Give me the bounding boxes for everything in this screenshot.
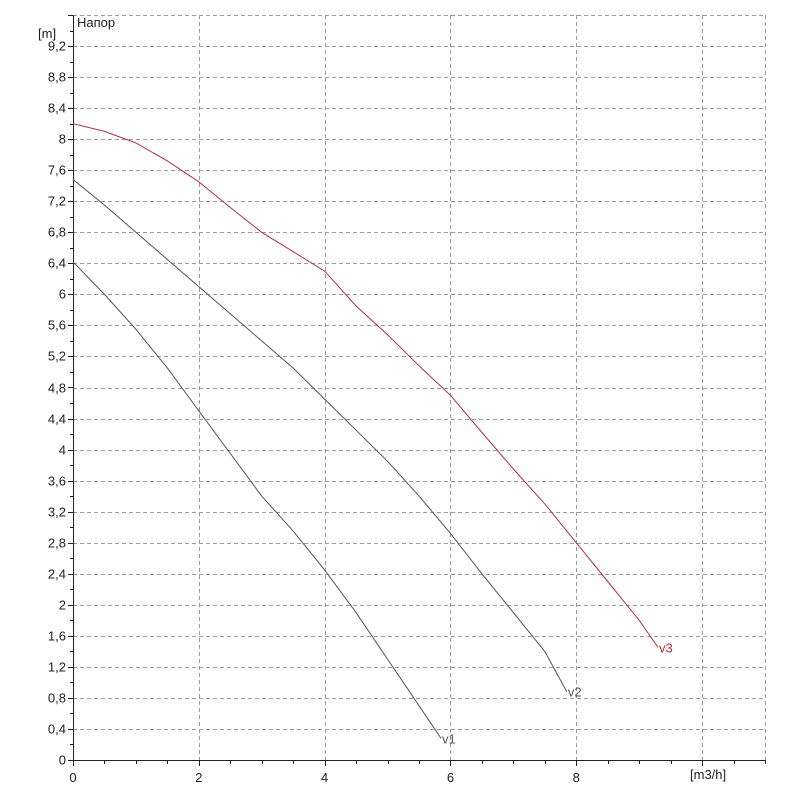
y-tick-label: 4	[59, 443, 66, 458]
y-tick-label: 3,2	[48, 505, 66, 520]
y-tick-label: 2,8	[48, 536, 66, 551]
y-tick-label: 2	[59, 598, 66, 613]
y-tick-label: 6,8	[48, 225, 66, 240]
chart-title: Напор	[77, 15, 115, 30]
x-tick-label: 4	[321, 770, 328, 785]
y-tick-label: 3,6	[48, 474, 66, 489]
y-tick-label: 2,4	[48, 567, 66, 582]
y-tick-label: 6,4	[48, 256, 66, 271]
y-axis-label: [m]	[38, 26, 56, 41]
axes	[68, 15, 766, 766]
x-tick-label: 8	[573, 770, 580, 785]
grid-lines	[73, 15, 766, 760]
x-tick-label: 0	[69, 770, 76, 785]
y-tick-label: 5,2	[48, 349, 66, 364]
series-line-v1	[72, 261, 442, 739]
y-tick-label: 1,2	[48, 660, 66, 675]
y-tick-label: 0,8	[48, 691, 66, 706]
y-tick-label: 9,2	[48, 39, 66, 54]
y-tick-label: 8,4	[48, 101, 66, 116]
y-tick-label: 8	[59, 132, 66, 147]
y-tick-label: 7,6	[48, 163, 66, 178]
y-tick-label: 6	[59, 287, 66, 302]
y-tick-label: 7,2	[48, 194, 66, 209]
x-tick-label: 2	[195, 770, 202, 785]
series-label-v3: v3	[659, 640, 673, 655]
y-tick-label: 8,8	[48, 70, 66, 85]
y-tick-label: 5,6	[48, 318, 66, 333]
series-label-v1: v1	[442, 731, 456, 746]
tick-labels: 0 0,4 0,8 1,2 1,6 2 2,4 2,8 3,2 3,6 4 4,4 4,8 5,2 5,6 6…	[48, 39, 580, 786]
series-lines: v1 v2 v3	[72, 123, 673, 746]
series-label-v2: v2	[568, 685, 582, 700]
y-tick-label: 4,4	[48, 412, 66, 427]
x-axis-label: [m3/h]	[690, 767, 726, 782]
y-tick-label: 4,8	[48, 381, 66, 396]
y-tick-label: 1,6	[48, 629, 66, 644]
series-line-v3	[72, 123, 659, 648]
series-line-v2	[72, 179, 568, 692]
x-tick-label: 6	[447, 770, 454, 785]
y-tick-label: 0	[59, 753, 66, 768]
y-tick-label: 0,4	[48, 722, 66, 737]
